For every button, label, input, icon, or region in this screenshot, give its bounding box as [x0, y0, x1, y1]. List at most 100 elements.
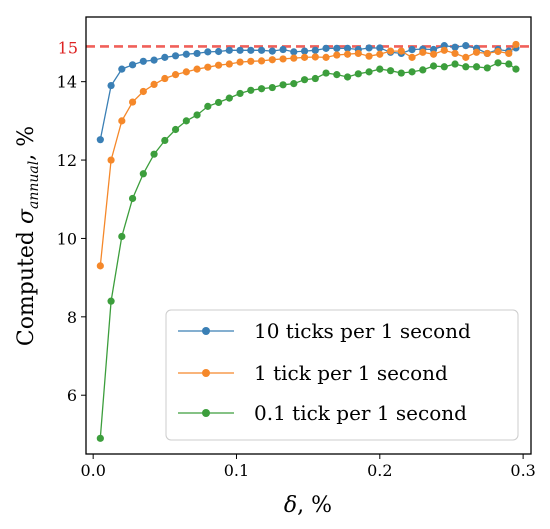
data-point: [193, 65, 201, 73]
data-point: [107, 156, 115, 164]
data-point: [214, 47, 223, 56]
data-point: [268, 83, 276, 92]
x-tick-label: 0.2: [367, 461, 392, 480]
legend-label-10-ticks: 10 ticks per 1 second: [254, 319, 471, 343]
data-point: [376, 44, 384, 52]
data-point: [408, 45, 416, 54]
data-point: [171, 125, 180, 134]
data-point: [182, 117, 190, 125]
data-point: [247, 86, 255, 94]
data-point: [311, 53, 319, 61]
series-3: [96, 59, 520, 442]
data-point: [300, 53, 309, 61]
data-point: [408, 68, 416, 76]
series-line: [99, 43, 517, 266]
data-point: [333, 51, 341, 59]
data-point: [268, 56, 276, 64]
data-point: [150, 80, 158, 89]
legend-marker-0-1-tick: [202, 409, 210, 417]
data-point: [440, 46, 448, 54]
x-axis-label: δ, %: [284, 493, 332, 518]
data-point: [171, 52, 180, 60]
data-point: [139, 170, 147, 178]
y-tick-label: 6: [67, 386, 77, 405]
data-point: [182, 50, 190, 58]
y-tick-label: 14: [57, 73, 77, 92]
data-point: [311, 74, 319, 83]
series-line: [99, 62, 517, 439]
series-1: [96, 42, 520, 144]
data-point: [257, 85, 266, 93]
data-point: [419, 48, 427, 56]
data-point: [161, 53, 169, 61]
data-point: [333, 44, 341, 52]
data-point: [236, 46, 244, 54]
data-point: [150, 56, 158, 64]
data-point: [386, 47, 395, 55]
data-point: [505, 49, 513, 58]
series-layer: [96, 40, 520, 442]
y-tick-label: 12: [57, 151, 77, 170]
y-axis-label: Computed σannual, %: [14, 126, 42, 346]
data-point: [290, 80, 298, 88]
data-point: [96, 262, 104, 270]
data-point: [462, 63, 470, 71]
data-point: [451, 49, 459, 58]
legend-label-1-tick: 1 tick per 1 second: [254, 361, 448, 385]
data-point: [161, 136, 169, 145]
data-point: [118, 117, 126, 125]
data-point: [128, 98, 137, 106]
data-point: [214, 61, 223, 69]
data-point: [365, 52, 373, 60]
data-point: [204, 102, 212, 110]
data-point: [225, 60, 233, 68]
data-point: [279, 45, 287, 54]
data-point: [118, 65, 126, 73]
data-point: [483, 64, 491, 72]
data-point: [107, 81, 115, 90]
data-point: [257, 46, 266, 54]
data-point: [236, 58, 244, 66]
data-point: [193, 49, 201, 58]
data-point: [512, 40, 520, 49]
data-point: [290, 48, 298, 56]
data-point: [225, 94, 233, 102]
data-point: [343, 44, 352, 52]
data-point: [322, 69, 330, 77]
data-point: [96, 434, 104, 442]
data-point: [451, 43, 459, 51]
data-point: [279, 55, 287, 63]
data-point: [96, 136, 104, 144]
y-tick-label: 10: [57, 229, 77, 248]
legend-label-0-1-tick: 0.1 tick per 1 second: [254, 401, 467, 425]
data-point: [462, 53, 470, 61]
data-point: [376, 65, 384, 73]
data-point: [139, 87, 147, 96]
data-point: [365, 44, 373, 52]
data-point: [462, 42, 470, 50]
data-point: [429, 50, 438, 58]
data-point: [343, 50, 352, 58]
data-point: [472, 63, 481, 71]
data-point: [322, 53, 330, 61]
x-axis-label-variable: δ: [284, 493, 297, 518]
data-point: [354, 49, 362, 58]
data-point: [333, 71, 341, 79]
data-point: [204, 48, 212, 56]
data-point: [225, 46, 233, 54]
y-tick-label: 8: [67, 308, 77, 327]
y-axis-label-prefix: Computed: [14, 224, 39, 346]
data-point: [300, 76, 309, 84]
data-point: [257, 57, 266, 65]
data-point: [376, 50, 384, 58]
data-point: [204, 63, 212, 71]
data-point: [128, 61, 137, 69]
data-point: [451, 60, 459, 68]
legend-box: [165, 309, 519, 441]
data-point: [139, 57, 147, 65]
data-point: [429, 62, 438, 70]
data-point: [440, 63, 448, 71]
data-point: [236, 89, 244, 98]
data-point: [354, 70, 362, 78]
